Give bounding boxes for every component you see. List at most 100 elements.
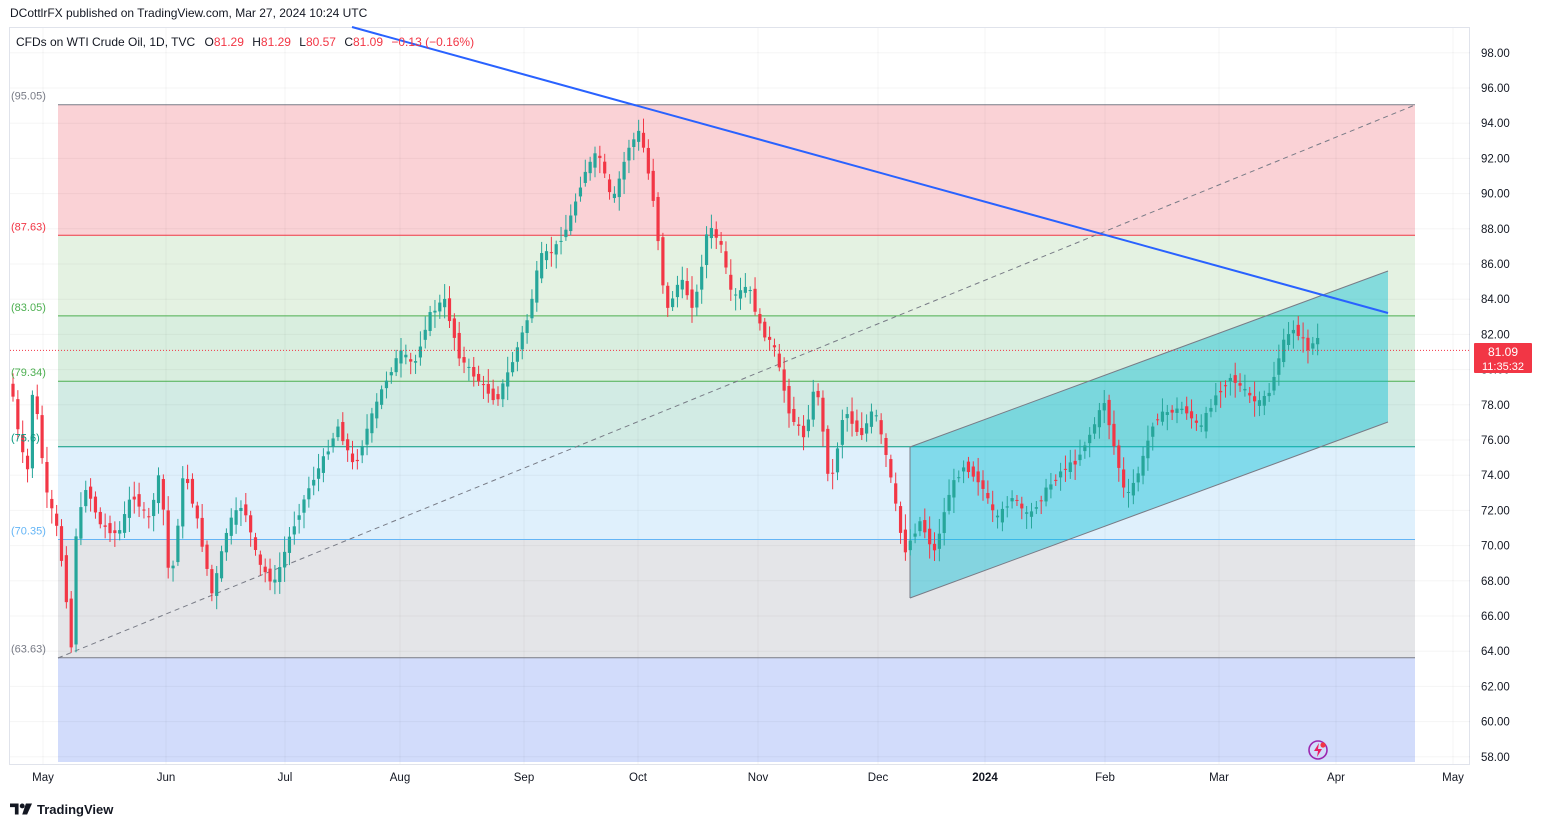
candle-body: [971, 466, 975, 477]
candle-body: [1044, 487, 1048, 502]
candle-body: [1214, 395, 1218, 406]
candle-body: [443, 298, 447, 308]
candle-body: [84, 490, 88, 507]
candle-body: [452, 318, 456, 338]
candle: [1029, 502, 1034, 529]
lightning-icon[interactable]: [1307, 739, 1329, 761]
fib-zone-1: [58, 235, 1415, 316]
candle-body: [103, 525, 107, 527]
candle: [1223, 380, 1228, 398]
candle-body: [564, 229, 568, 238]
candle: [486, 369, 490, 403]
candle-body: [743, 286, 747, 293]
candle-body: [205, 544, 209, 569]
time-tick-9: Feb: [1095, 772, 1115, 784]
candle: [937, 518, 941, 562]
candle-body: [355, 459, 359, 462]
candle-body: [884, 438, 888, 455]
candle: [622, 151, 626, 195]
candle-body: [45, 461, 49, 493]
candle: [156, 467, 161, 514]
candle: [787, 378, 791, 428]
candle-body: [409, 359, 413, 362]
candle: [1063, 455, 1068, 482]
candle-body: [1020, 503, 1024, 509]
candle: [709, 214, 713, 249]
candle: [229, 508, 233, 545]
candle: [205, 540, 209, 576]
candle: [942, 497, 946, 546]
candle-body: [1141, 455, 1145, 476]
candle-body: [763, 321, 767, 338]
candle-body: [244, 504, 248, 516]
candle: [1243, 374, 1247, 397]
candle: [1054, 474, 1058, 486]
fib-retracement-fills: [58, 104, 1415, 762]
channel-fill: [910, 271, 1388, 598]
candle-body: [850, 411, 854, 424]
candle: [108, 515, 112, 543]
candle-body: [976, 471, 980, 483]
candle-body: [399, 350, 403, 364]
last-price-tag: 81.09 11:35:32: [1474, 343, 1532, 373]
candle: [93, 491, 98, 519]
candle-body: [1204, 412, 1208, 432]
candle-body: [1088, 434, 1092, 444]
candle: [1262, 390, 1266, 416]
candle: [1136, 466, 1140, 492]
candle: [1078, 439, 1082, 466]
candle-body: [176, 525, 180, 563]
candle-body: [704, 234, 709, 266]
candle-body: [287, 536, 292, 553]
candle-body: [258, 554, 262, 565]
price-tick-0: 58.00: [1481, 752, 1510, 764]
candle-body: [1233, 375, 1237, 383]
grid-lines: [10, 28, 1470, 764]
candle-body: [714, 229, 718, 238]
candle-body: [195, 505, 199, 519]
candle-body: [661, 237, 665, 286]
candle-body: [1015, 499, 1019, 501]
candle-body: [603, 161, 607, 174]
candle-body: [787, 386, 791, 414]
candle-body: [835, 448, 840, 473]
candle: [714, 221, 718, 250]
candle: [1175, 397, 1179, 424]
candle-body: [321, 456, 325, 473]
candle-body: [79, 507, 83, 539]
candle-body: [108, 523, 112, 534]
candle: [122, 501, 127, 539]
candle-body: [544, 251, 549, 261]
candle: [646, 139, 650, 180]
candle-body: [1194, 420, 1198, 423]
candle: [181, 466, 185, 539]
candle-body: [874, 415, 878, 417]
candle-body: [147, 516, 151, 518]
candle: [763, 318, 767, 342]
candle: [981, 470, 985, 501]
candle-body: [331, 438, 335, 447]
candle-body: [617, 178, 621, 198]
candle-body: [709, 227, 713, 239]
candle: [1194, 414, 1198, 431]
candle-body: [234, 510, 238, 525]
candle: [249, 510, 253, 547]
channel-lower: [909, 421, 1389, 599]
time-axis: May Jun Jul Aug Sep Oct Nov Dec 2024 Feb Mar Apr May: [32, 772, 1464, 784]
candle: [394, 349, 398, 377]
candle-body: [840, 420, 844, 445]
price-tick-3: 64.00: [1481, 646, 1510, 658]
candle: [1097, 402, 1101, 439]
candle-body: [947, 494, 951, 511]
candle: [1083, 441, 1087, 459]
candle: [976, 457, 980, 496]
candle: [588, 156, 592, 181]
time-tick-3: Aug: [390, 772, 410, 784]
candle-body: [171, 565, 175, 569]
candle-body: [384, 380, 389, 389]
candle-body: [1146, 440, 1150, 459]
candle-body: [69, 598, 73, 648]
candle: [1209, 398, 1213, 418]
candle-body: [1136, 473, 1140, 483]
